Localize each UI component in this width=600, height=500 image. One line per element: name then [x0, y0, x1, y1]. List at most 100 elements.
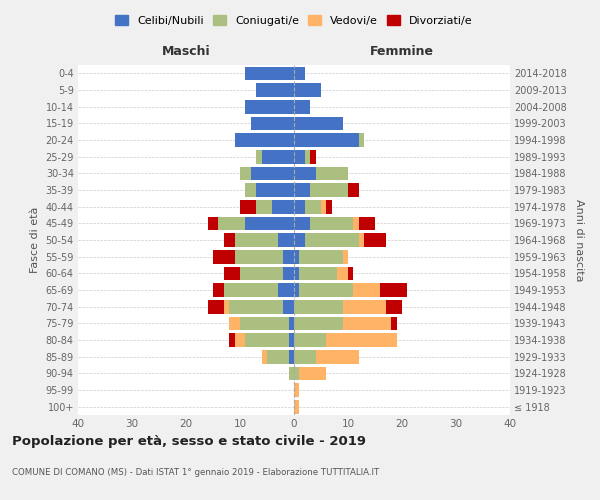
Bar	[278, 283, 294, 297]
Bar	[294, 366, 299, 380]
Bar	[359, 133, 364, 147]
Bar	[348, 183, 359, 197]
Text: Maschi: Maschi	[161, 45, 211, 58]
Bar	[229, 316, 240, 330]
Bar	[299, 366, 326, 380]
Bar	[229, 333, 235, 347]
Y-axis label: Anni di nascita: Anni di nascita	[574, 198, 584, 281]
Bar	[208, 216, 218, 230]
Bar	[326, 333, 397, 347]
Bar	[289, 316, 294, 330]
Bar	[294, 233, 305, 247]
Bar	[343, 316, 391, 330]
Bar	[348, 266, 353, 280]
Bar	[224, 283, 278, 297]
Bar	[294, 266, 299, 280]
Bar	[262, 350, 267, 364]
Bar	[337, 266, 348, 280]
Bar	[289, 366, 294, 380]
Bar	[283, 250, 294, 264]
Bar	[294, 83, 321, 97]
Bar	[294, 183, 310, 197]
Bar	[294, 316, 343, 330]
Bar	[316, 166, 348, 180]
Bar	[245, 66, 294, 80]
Bar	[294, 400, 299, 413]
Bar	[229, 300, 283, 314]
Bar	[380, 283, 407, 297]
Bar	[343, 250, 348, 264]
Bar	[316, 350, 359, 364]
Bar	[294, 300, 343, 314]
Bar	[245, 100, 294, 114]
Legend: Celibi/Nubili, Coniugati/e, Vedovi/e, Divorziati/e: Celibi/Nubili, Coniugati/e, Vedovi/e, Di…	[111, 10, 477, 30]
Bar	[299, 283, 353, 297]
Bar	[359, 216, 375, 230]
Bar	[321, 200, 326, 213]
Text: Popolazione per età, sesso e stato civile - 2019: Popolazione per età, sesso e stato civil…	[12, 435, 366, 448]
Bar	[289, 333, 294, 347]
Bar	[262, 150, 294, 164]
Bar	[245, 183, 256, 197]
Text: COMUNE DI COMANO (MS) - Dati ISTAT 1° gennaio 2019 - Elaborazione TUTTITALIA.IT: COMUNE DI COMANO (MS) - Dati ISTAT 1° ge…	[12, 468, 379, 477]
Bar	[224, 233, 235, 247]
Bar	[310, 183, 348, 197]
Bar	[278, 233, 294, 247]
Bar	[256, 150, 262, 164]
Bar	[353, 283, 380, 297]
Bar	[326, 200, 332, 213]
Bar	[240, 200, 256, 213]
Bar	[208, 300, 224, 314]
Bar	[224, 300, 229, 314]
Bar	[391, 316, 397, 330]
Bar	[235, 333, 245, 347]
Bar	[294, 133, 359, 147]
Bar	[294, 333, 326, 347]
Bar	[305, 233, 359, 247]
Bar	[213, 283, 224, 297]
Bar	[240, 316, 289, 330]
Bar	[294, 66, 305, 80]
Bar	[299, 250, 343, 264]
Bar	[213, 250, 235, 264]
Bar	[267, 350, 289, 364]
Bar	[294, 200, 305, 213]
Bar	[240, 166, 251, 180]
Bar	[294, 350, 316, 364]
Bar	[299, 266, 337, 280]
Bar	[235, 250, 283, 264]
Bar	[364, 233, 386, 247]
Bar	[256, 200, 272, 213]
Bar	[305, 200, 321, 213]
Bar	[386, 300, 402, 314]
Bar	[294, 250, 299, 264]
Bar	[294, 383, 299, 397]
Bar	[240, 266, 283, 280]
Bar	[283, 300, 294, 314]
Bar	[235, 133, 294, 147]
Bar	[251, 116, 294, 130]
Bar	[305, 150, 310, 164]
Bar	[251, 166, 294, 180]
Bar	[310, 216, 353, 230]
Bar	[310, 150, 316, 164]
Text: Femmine: Femmine	[370, 45, 434, 58]
Bar	[343, 300, 386, 314]
Y-axis label: Fasce di età: Fasce di età	[30, 207, 40, 273]
Bar	[353, 216, 359, 230]
Bar	[294, 166, 316, 180]
Bar	[294, 216, 310, 230]
Bar	[224, 266, 240, 280]
Bar	[218, 216, 245, 230]
Bar	[245, 216, 294, 230]
Bar	[283, 266, 294, 280]
Bar	[294, 100, 310, 114]
Bar	[359, 233, 364, 247]
Bar	[272, 200, 294, 213]
Bar	[294, 116, 343, 130]
Bar	[294, 283, 299, 297]
Bar	[256, 183, 294, 197]
Bar	[245, 333, 289, 347]
Bar	[289, 350, 294, 364]
Bar	[256, 83, 294, 97]
